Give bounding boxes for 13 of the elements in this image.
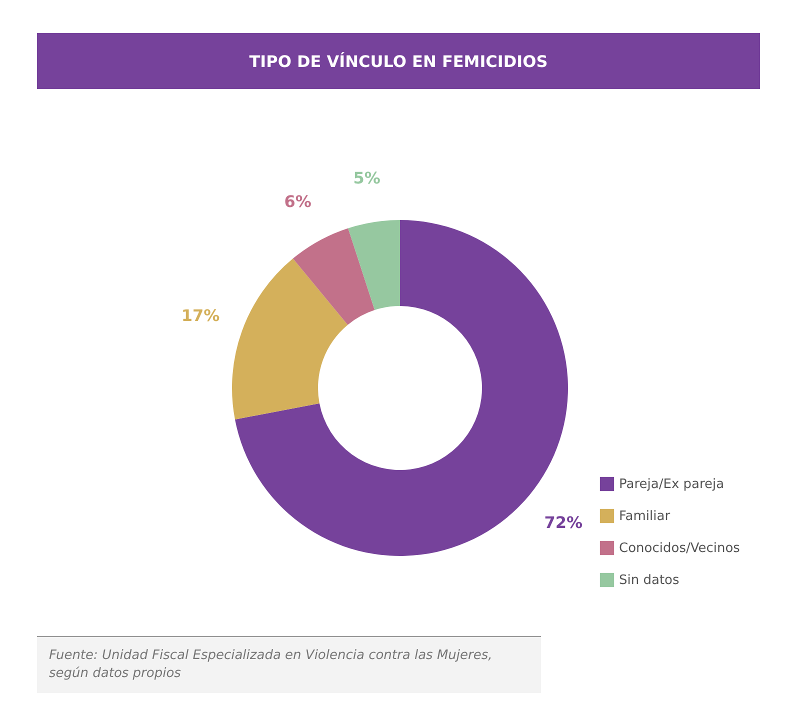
- legend-label: Pareja/Ex pareja: [619, 477, 724, 492]
- legend-label: Familiar: [619, 509, 671, 524]
- donut-slice: [292, 228, 375, 325]
- chart-title: TIPO DE VÍNCULO EN FEMICIDIOS: [37, 33, 760, 89]
- data-label: 6%: [284, 192, 312, 212]
- legend-label: Sin datos: [619, 573, 680, 588]
- donut-slice: [348, 220, 400, 310]
- data-label: 5%: [353, 168, 380, 188]
- data-label: 72%: [544, 513, 582, 532]
- legend-label: Conocidos/Vecinos: [619, 541, 740, 556]
- data-label: 17%: [181, 306, 220, 326]
- source-note: Fuente: Unidad Fiscal Especializada en Violencia contra las Mujeres, según datos propios: [37, 636, 541, 693]
- donut-slice: [232, 258, 348, 420]
